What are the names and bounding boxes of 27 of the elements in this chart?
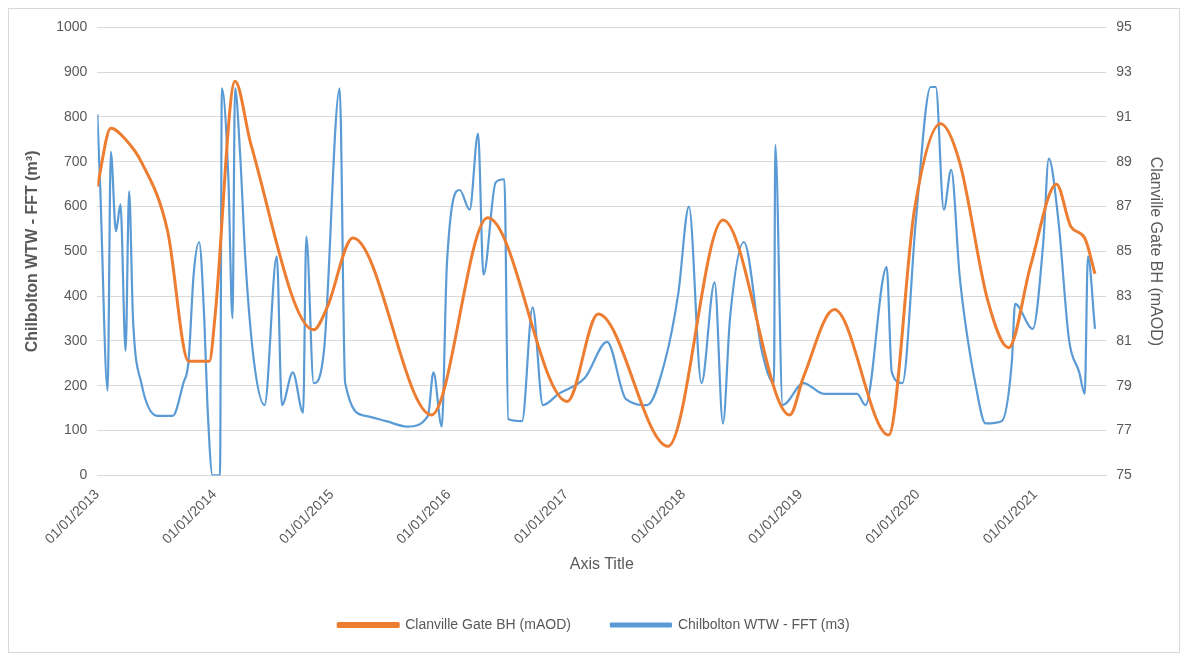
y-tick-label: 400 — [63, 287, 88, 304]
legend-label: Chilbolton WTW - FFT (m3) — [677, 615, 850, 632]
y2-tick-label: 83 — [1116, 287, 1133, 304]
y-tick-label: 700 — [63, 152, 88, 169]
y-tick-label: 900 — [63, 63, 88, 80]
y-tick-label: 0 — [79, 466, 88, 483]
x-axis-title: Axis Title — [569, 554, 634, 572]
y-tick-label: 200 — [63, 376, 88, 393]
y2-tick-label: 85 — [1116, 242, 1133, 259]
y-tick-label: 800 — [63, 107, 88, 124]
y-tick-label: 300 — [63, 331, 88, 348]
y2-tick-label: 75 — [1116, 466, 1133, 483]
y-tick-label: 100 — [63, 421, 88, 438]
y-tick-label: 500 — [63, 242, 88, 259]
legend-label: Clanville Gate BH (mAOD) — [405, 615, 571, 632]
y2-tick-label: 87 — [1116, 197, 1133, 214]
y-axis-title: Chilbolton WTW - FFT (m³) — [23, 150, 41, 353]
y2-tick-label: 93 — [1116, 63, 1133, 80]
y2-axis-title: Clanville Gate BH (mAOD) — [1147, 156, 1165, 347]
y2-tick-label: 95 — [1116, 18, 1133, 35]
y2-tick-label: 81 — [1116, 331, 1133, 348]
y2-tick-label: 91 — [1116, 107, 1133, 124]
y2-tick-label: 77 — [1116, 421, 1133, 438]
y-tick-label: 1000 — [56, 18, 88, 35]
y-tick-label: 600 — [63, 197, 88, 214]
y2-tick-label: 89 — [1116, 152, 1133, 169]
y2-tick-label: 79 — [1116, 376, 1133, 393]
